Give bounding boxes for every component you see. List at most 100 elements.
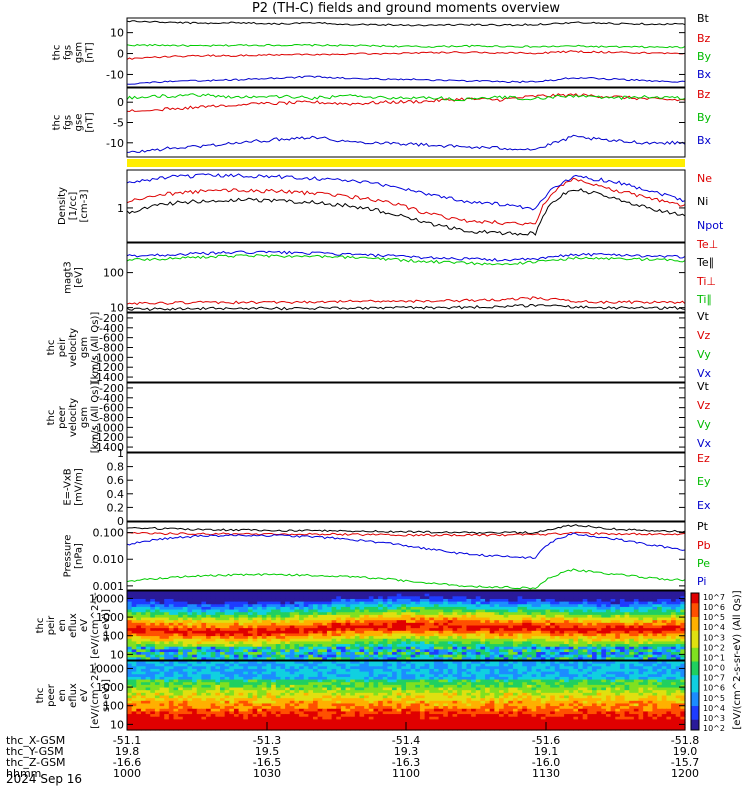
ion_spectrogram-cell [526,601,533,605]
electron_spectrogram-cell [178,663,184,667]
electron_spectrogram-cell [373,661,379,665]
ion_spectrogram-cell [382,657,388,661]
ion_spectrogram-cell [424,596,430,600]
electron_spectrogram-cell [638,692,644,697]
ion_spectrogram-cell [433,604,440,608]
ion_spectrogram-cell [178,652,184,656]
electron_spectrogram-cell [457,695,463,699]
ion_spectrogram-cell [415,654,421,658]
electron_spectrogram-cell [159,687,165,691]
electron_spectrogram-cell [354,666,361,670]
ion_spectrogram-cell [466,601,472,605]
ion_spectrogram-cell [243,638,249,643]
ion_spectrogram-cell [573,617,579,621]
electron_spectrogram-cell [568,679,574,683]
ion_spectrogram-cell [540,622,547,627]
ion_spectrogram-cell [447,646,454,650]
ion_spectrogram-cell [443,598,449,603]
ion_spectrogram-cell [136,604,142,608]
ion_spectrogram-cell [545,617,551,621]
ion_spectrogram-cell [303,636,309,640]
ion_spectrogram-cell [210,644,216,648]
ion_spectrogram-cell [499,606,505,611]
ion_spectrogram-cell [406,617,412,621]
ion_spectrogram-cell [182,601,189,605]
electron_spectrogram-cell [359,684,365,689]
electron_spectrogram-cell [415,679,421,683]
ion_spectrogram-cell [233,601,240,605]
electron_spectrogram-cell [294,687,300,691]
ion_spectrogram-cell [680,636,686,640]
ion_spectrogram-cell [629,644,635,648]
ion_spectrogram-cell [438,638,444,643]
electron_spectrogram-cell [266,663,272,667]
ion_spectrogram-cell [582,622,588,627]
electron_spectrogram-cell [210,692,216,697]
ion_spectrogram-cell [610,652,616,656]
ion_spectrogram-cell [406,596,412,600]
ion_spectrogram-cell [419,652,426,656]
electron_spectrogram-cell [638,687,644,691]
ion_spectrogram-cell [647,612,654,616]
electron_spectrogram-cell [331,682,337,686]
ion_spectrogram-cell [424,654,430,658]
y-axis-label: magt3 [63,261,74,294]
ion_spectrogram-cell [280,657,286,661]
ion_spectrogram-cell [619,630,626,635]
ion_spectrogram-cell [443,630,449,635]
ion_spectrogram-cell [322,596,328,600]
electron_spectrogram-cell [647,671,654,675]
ion_spectrogram-cell [401,633,407,637]
electron_spectrogram-cell [280,687,286,691]
ion_spectrogram-cell [540,609,547,613]
ion_spectrogram-cell [652,617,658,621]
ion_spectrogram-cell [275,598,282,603]
ion_spectrogram-cell [680,644,686,648]
ion_spectrogram-cell [303,644,309,648]
ion_spectrogram-cell [573,598,579,603]
electron_spectrogram-cell [345,679,351,683]
ion_spectrogram-cell [466,628,472,632]
ion_spectrogram-cell [294,630,300,635]
electron_spectrogram-cell [215,674,221,678]
ion_spectrogram-cell [382,649,388,653]
electron_spectrogram-cell [336,687,342,691]
electron_spectrogram-cell [303,668,309,673]
ion_spectrogram-cell [508,609,514,613]
ion_spectrogram-cell [266,614,272,619]
ion_spectrogram-cell [173,620,179,624]
ion_spectrogram-cell [433,649,440,653]
ion_spectrogram-cell [275,625,282,629]
ion_spectrogram-cell [433,609,440,613]
ion_spectrogram-cell [415,625,421,629]
ion_spectrogram-cell [522,598,528,603]
electron_spectrogram-cell [373,676,379,681]
ion_spectrogram-cell [424,657,430,661]
ion_spectrogram-cell [447,620,454,624]
ion_spectrogram-cell [573,596,579,600]
ion_spectrogram-cell [578,646,584,650]
electron_spectrogram-cell [657,676,663,681]
ion_spectrogram-cell [280,636,286,640]
ion_spectrogram-cell [313,596,319,600]
ion_spectrogram-cell [499,641,505,645]
electron_spectrogram-cell [289,671,295,675]
ion_spectrogram-cell [317,609,323,613]
electron_spectrogram-cell [280,671,286,675]
electron_spectrogram-cell [573,671,579,675]
electron_spectrogram-cell [629,695,635,699]
ion_spectrogram-cell [633,649,640,653]
ion_spectrogram-cell [406,628,412,632]
y-axis-label: en [57,619,68,632]
ion_spectrogram-cell [461,612,468,616]
ion_spectrogram-cell [299,638,305,643]
electron_spectrogram-cell [661,661,667,665]
ion_spectrogram-cell [536,620,542,624]
ion_spectrogram-cell [187,606,193,611]
ion_spectrogram-cell [182,604,189,608]
electron_spectrogram-cell [340,661,347,665]
ion_spectrogram-cell [387,609,393,613]
ion_spectrogram-cell [406,620,412,624]
ion_spectrogram-cell [480,636,486,640]
ion_spectrogram-cell [382,638,388,643]
